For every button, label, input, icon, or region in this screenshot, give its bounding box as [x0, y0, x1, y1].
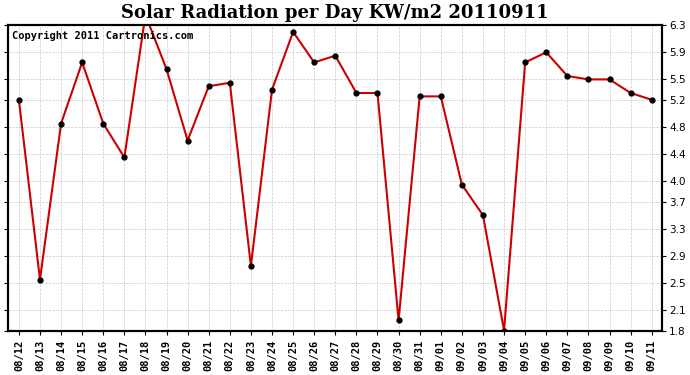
Title: Solar Radiation per Day KW/m2 20110911: Solar Radiation per Day KW/m2 20110911 [121, 4, 549, 22]
Text: Copyright 2011 Cartronics.com: Copyright 2011 Cartronics.com [12, 31, 193, 41]
